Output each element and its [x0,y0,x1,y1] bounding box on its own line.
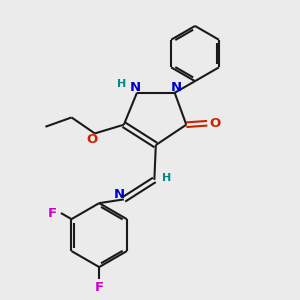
Text: N: N [114,188,125,201]
Text: F: F [48,206,57,220]
Text: F: F [94,281,104,295]
Text: H: H [117,79,126,89]
Text: O: O [210,117,221,130]
Text: N: N [130,81,141,94]
Text: N: N [171,81,182,94]
Text: O: O [86,133,98,146]
Text: H: H [162,173,171,184]
